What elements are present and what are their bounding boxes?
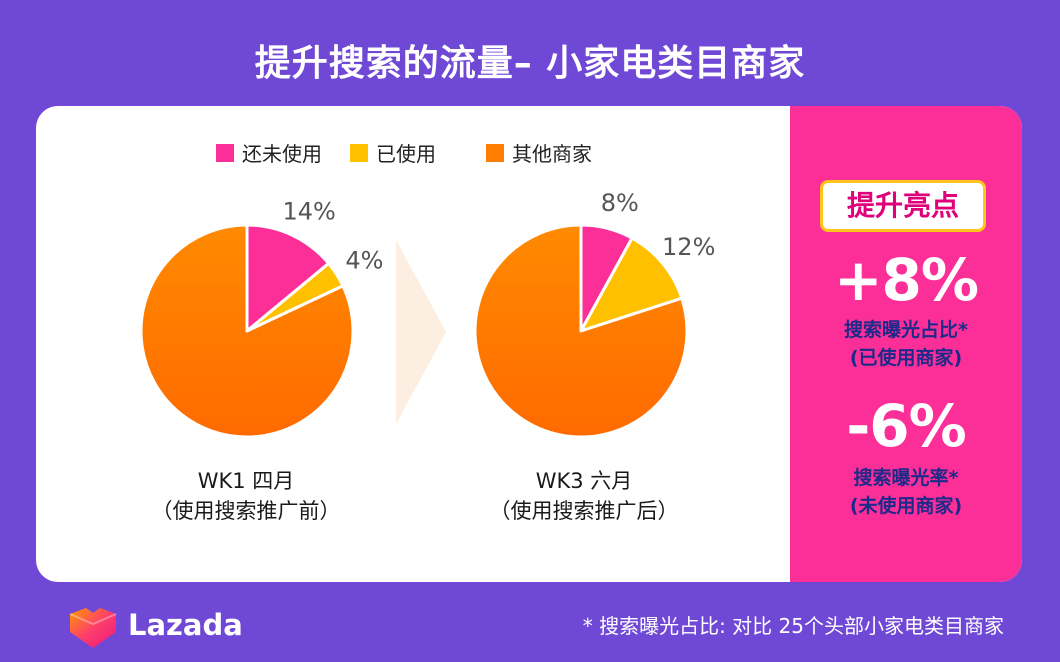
legend-label-used: 已使用 [376,142,436,166]
legend-swatch-others [486,143,504,162]
brand-logo: Lazada [66,604,243,650]
pie-slice-wk3-1 [579,236,684,333]
highlights-heading: 提升亮点 [820,180,986,232]
legend-item-others: 其他商家 [486,138,592,167]
pie-slice-wk1-2 [139,223,355,439]
legend-label-others: 其他商家 [512,142,592,166]
pie-charts: 14% 4% 8% 12% [139,189,715,439]
metric-exposure-share-label: 搜索曝光占比* [844,319,968,341]
caption-wk3: WK3 六月 （使用搜索推广后） [454,466,714,526]
pie-label-wk1-0: 14% [283,198,336,226]
legend-item-used: 已使用 [350,138,436,167]
metric-exposure-rate: -6% [846,392,967,460]
legend-item-not-used: 还未使用 [216,138,322,167]
metric-exposure-share-sublabel: (已使用商家) [849,347,963,369]
chart-card: 还未使用 已使用 其他商家 14% 4% 8% 12% WK1 四月 （使用搜索推广前… [36,106,1022,582]
pie-label-wk1-1: 4% [345,246,383,274]
legend-swatch-not-used [216,143,234,162]
legend-label-not-used: 还未使用 [242,142,322,166]
pie-label-wk3-1: 12% [662,233,715,261]
footnote: * 搜索曝光占比: 对比 25个头部小家电类目商家 [582,614,1004,638]
caption-wk3-line2: （使用搜索推广后） [489,499,679,523]
transition-arrow [396,240,446,424]
highlights-panel: 提升亮点 +8% 搜索曝光占比* (已使用商家) -6% 搜索曝光率* (未使用… [790,106,1022,582]
legend: 还未使用 已使用 其他商家 [36,138,790,168]
pie-label-wk3-0: 8% [601,189,639,217]
caption-wk1: WK1 四月 （使用搜索推广前） [116,466,376,526]
caption-wk3-line1: WK3 六月 [535,469,633,493]
caption-wk1-line2: （使用搜索推广前） [151,499,341,523]
legend-swatch-used [350,143,368,162]
metric-exposure-share: +8% [833,246,979,314]
page-title: 提升搜索的流量– 小家电类目商家 [254,43,806,84]
metric-exposure-rate-label: 搜索曝光率* [853,467,959,489]
caption-wk1-line1: WK1 四月 [197,469,295,493]
lazada-heart-icon [69,608,117,648]
brand-name: Lazada [128,608,243,642]
pie-slice-wk1-0 [245,223,331,333]
metric-exposure-rate-sublabel: (未使用商家) [849,495,963,517]
pie-slice-wk3-2 [473,223,689,439]
